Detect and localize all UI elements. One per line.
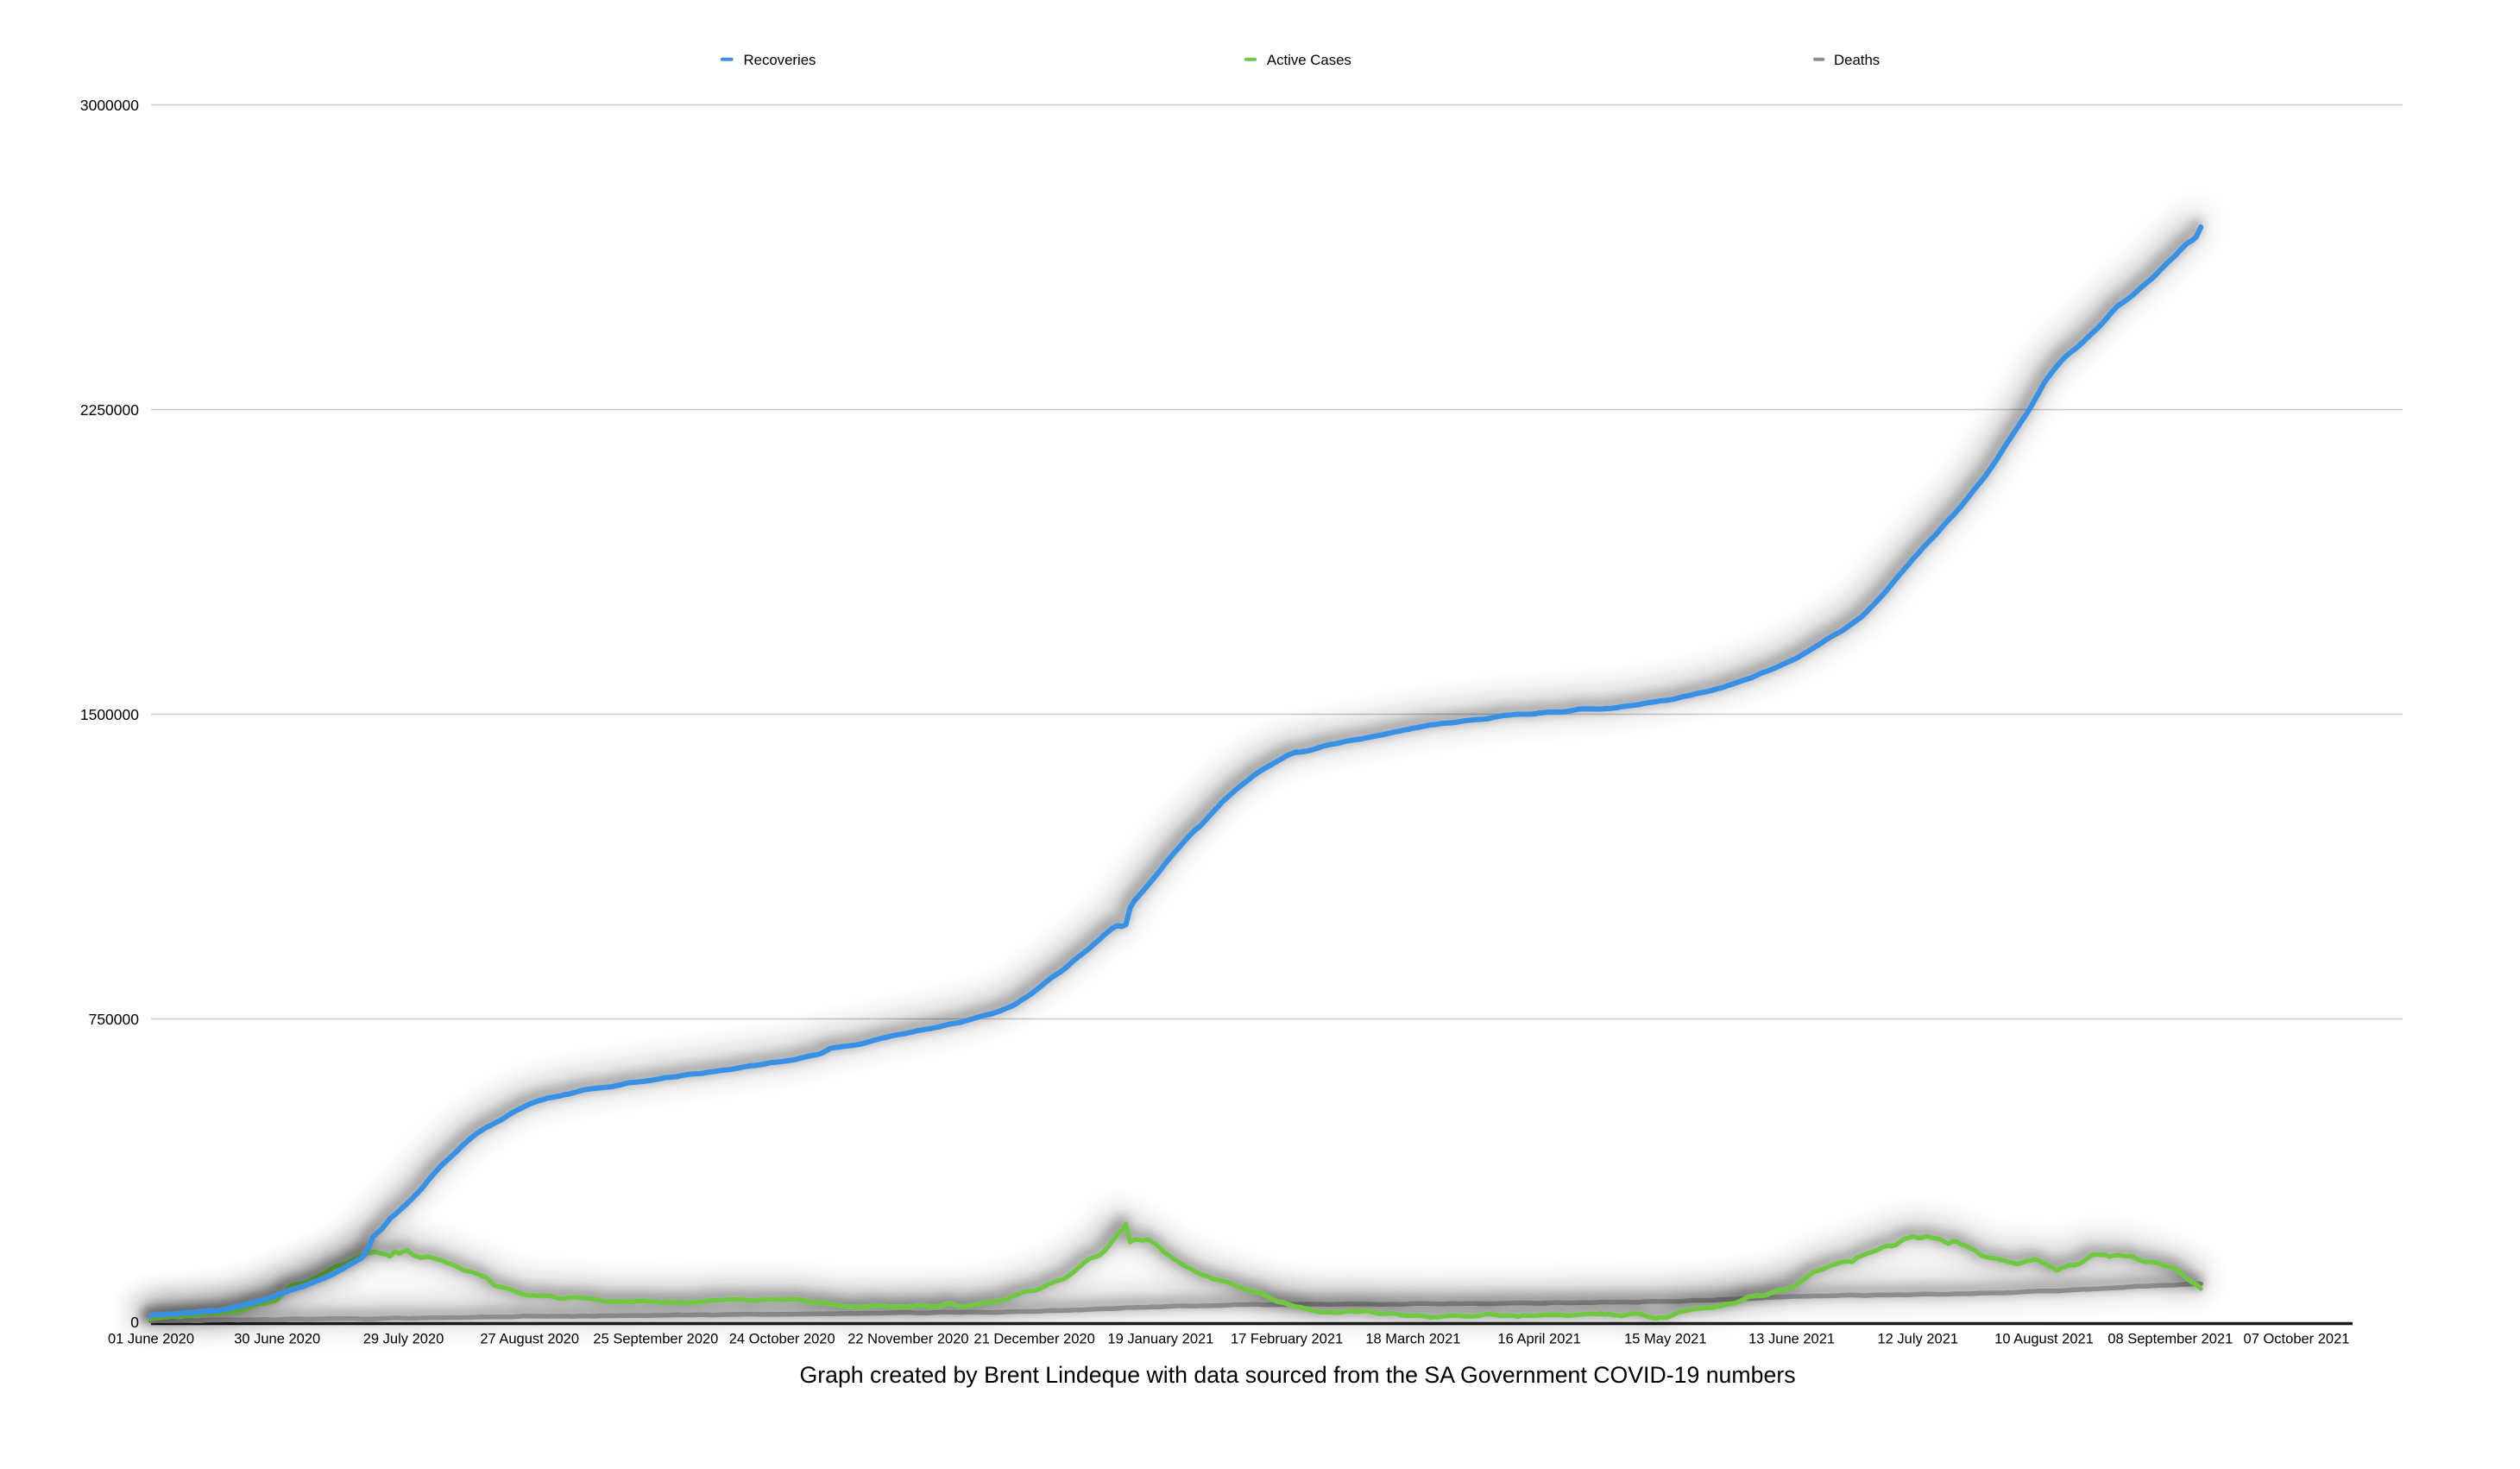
svg-text:Recoveries: Recoveries xyxy=(744,52,816,68)
svg-text:21 December 2020: 21 December 2020 xyxy=(973,1331,1094,1346)
svg-text:25 September 2020: 25 September 2020 xyxy=(593,1331,718,1346)
svg-text:07 October 2021: 07 October 2021 xyxy=(2244,1331,2350,1346)
svg-text:01 June 2020: 01 June 2020 xyxy=(108,1331,194,1346)
svg-text:1500000: 1500000 xyxy=(80,706,139,723)
svg-text:10 August 2021: 10 August 2021 xyxy=(1994,1331,2094,1346)
svg-text:Deaths: Deaths xyxy=(1834,52,1880,68)
svg-text:17 February 2021: 17 February 2021 xyxy=(1231,1331,1343,1346)
svg-text:18 March 2021: 18 March 2021 xyxy=(1365,1331,1460,1346)
svg-text:3000000: 3000000 xyxy=(80,97,139,114)
svg-text:27 August 2020: 27 August 2020 xyxy=(480,1331,579,1346)
svg-text:16 April 2021: 16 April 2021 xyxy=(1497,1331,1580,1346)
svg-text:Graph created by Brent Lindequ: Graph created by Brent Lindeque with dat… xyxy=(799,1362,1795,1388)
svg-text:29 July 2020: 29 July 2020 xyxy=(363,1331,444,1346)
svg-text:12 July 2021: 12 July 2021 xyxy=(1878,1331,1959,1346)
svg-text:2250000: 2250000 xyxy=(80,401,139,419)
svg-text:15 May 2021: 15 May 2021 xyxy=(1624,1331,1706,1346)
svg-text:22 November 2020: 22 November 2020 xyxy=(847,1331,968,1346)
svg-text:Active Cases: Active Cases xyxy=(1267,52,1351,68)
svg-text:19 January 2021: 19 January 2021 xyxy=(1107,1331,1213,1346)
svg-text:30 June 2020: 30 June 2020 xyxy=(234,1331,320,1346)
svg-text:24 October 2020: 24 October 2020 xyxy=(729,1331,835,1346)
svg-text:13 June 2021: 13 June 2021 xyxy=(1748,1331,1835,1346)
svg-text:0: 0 xyxy=(130,1314,139,1331)
svg-text:08 September 2021: 08 September 2021 xyxy=(2107,1331,2233,1346)
svg-text:750000: 750000 xyxy=(89,1011,140,1028)
